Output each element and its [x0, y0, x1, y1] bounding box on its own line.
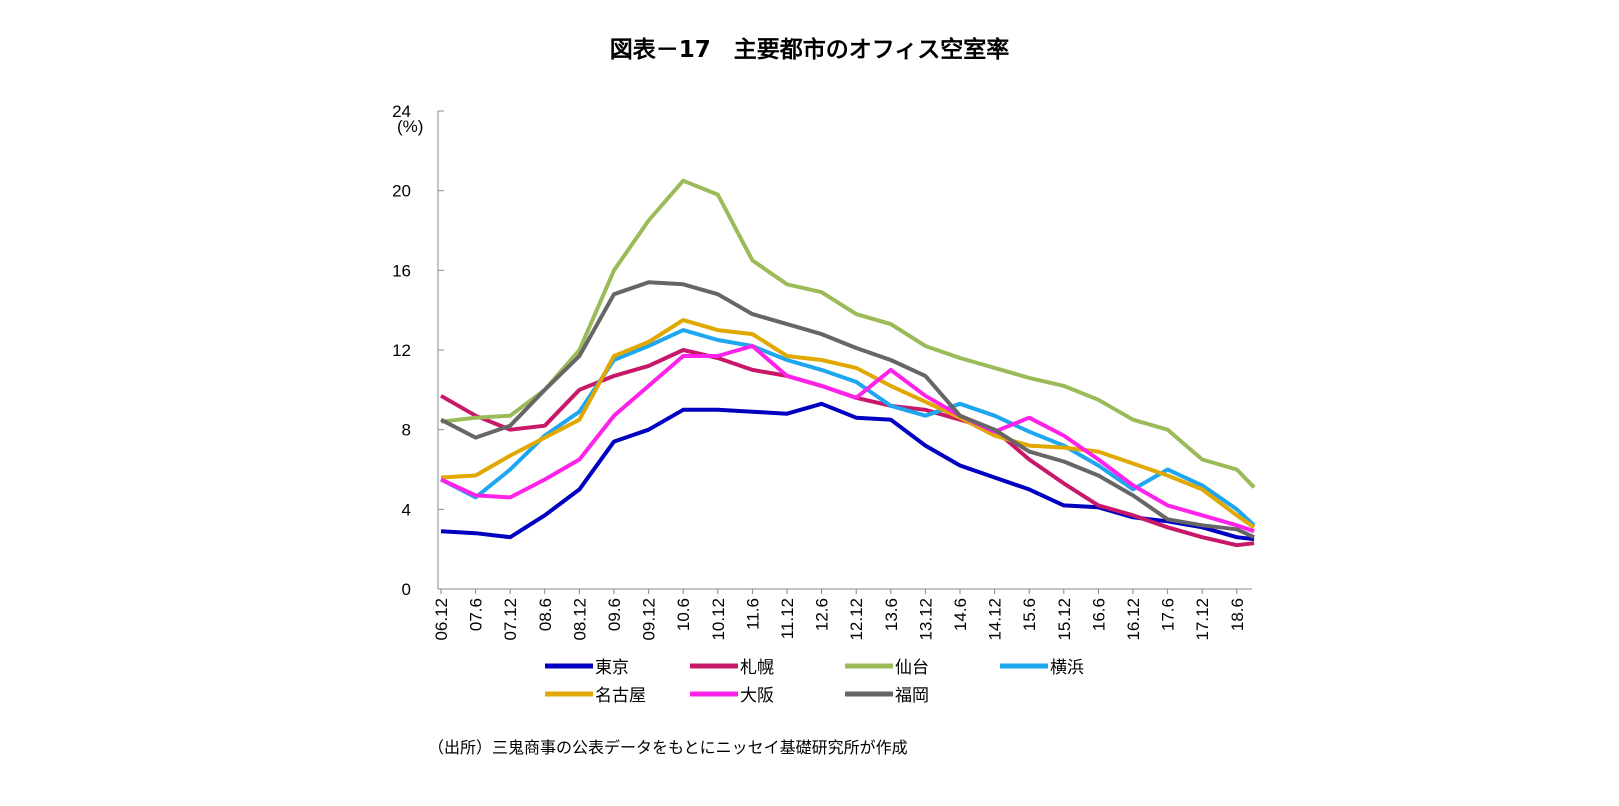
legend-label: 仙台 — [895, 658, 929, 678]
y-axis-unit: (%) — [397, 117, 423, 136]
x-tick-label: 15.12 — [1055, 598, 1074, 641]
y-tick-label: 24 — [392, 102, 411, 121]
legend-label: 横浜 — [1050, 658, 1084, 678]
y-tick-label: 12 — [392, 341, 411, 360]
series-line — [440, 328, 1256, 527]
x-tick-label: 13.12 — [916, 598, 935, 641]
x-tick-label: 11.12 — [778, 598, 797, 639]
x-tick-label: 07.12 — [501, 598, 520, 641]
source-note: （出所）三鬼商事の公表データをもとにニッセイ基礎研究所が作成 — [428, 738, 908, 757]
legend-label: 名古屋 — [595, 686, 646, 706]
x-tick-label: 12.12 — [847, 598, 866, 641]
x-tick-label: 16.12 — [1124, 598, 1143, 641]
x-tick-label: 10.6 — [674, 598, 693, 631]
x-tick-label: 06.12 — [432, 598, 451, 641]
x-tick-label: 17.12 — [1193, 598, 1212, 641]
legend-label: 東京 — [595, 658, 629, 678]
x-tick-label: 09.12 — [640, 598, 659, 641]
x-tick-label: 07.6 — [467, 598, 486, 631]
y-tick-label: 16 — [392, 261, 411, 280]
y-tick-label: 8 — [402, 421, 411, 440]
x-tick-label: 09.6 — [605, 598, 624, 631]
x-tick-label: 13.6 — [882, 598, 901, 631]
x-tick-label: 16.6 — [1089, 598, 1108, 631]
chart-title: 図表－17 主要都市のオフィス空室率 — [609, 37, 1010, 63]
y-tick-label: 4 — [402, 500, 411, 519]
x-tick-label: 18.6 — [1228, 598, 1247, 631]
y-tick-label: 20 — [392, 182, 411, 201]
series-line — [440, 178, 1256, 489]
series-line — [440, 344, 1255, 534]
x-tick-label: 11.6 — [743, 598, 762, 630]
x-tick-label: 08.12 — [570, 598, 589, 641]
legend-label: 札幌 — [740, 658, 774, 678]
series-line — [440, 280, 1255, 540]
x-tick-label: 10.12 — [709, 598, 728, 641]
y-tick-label: 0 — [402, 580, 411, 599]
legend-label: 大阪 — [740, 686, 774, 706]
x-tick-label: 12.6 — [813, 598, 832, 631]
x-tick-label: 17.6 — [1159, 598, 1178, 631]
legend-label: 福岡 — [895, 686, 929, 706]
x-tick-label: 15.6 — [1020, 598, 1039, 631]
x-tick-label: 14.12 — [986, 598, 1005, 641]
series-line — [440, 318, 1256, 529]
x-tick-label: 14.6 — [951, 598, 970, 631]
x-tick-label: 08.6 — [536, 598, 555, 631]
